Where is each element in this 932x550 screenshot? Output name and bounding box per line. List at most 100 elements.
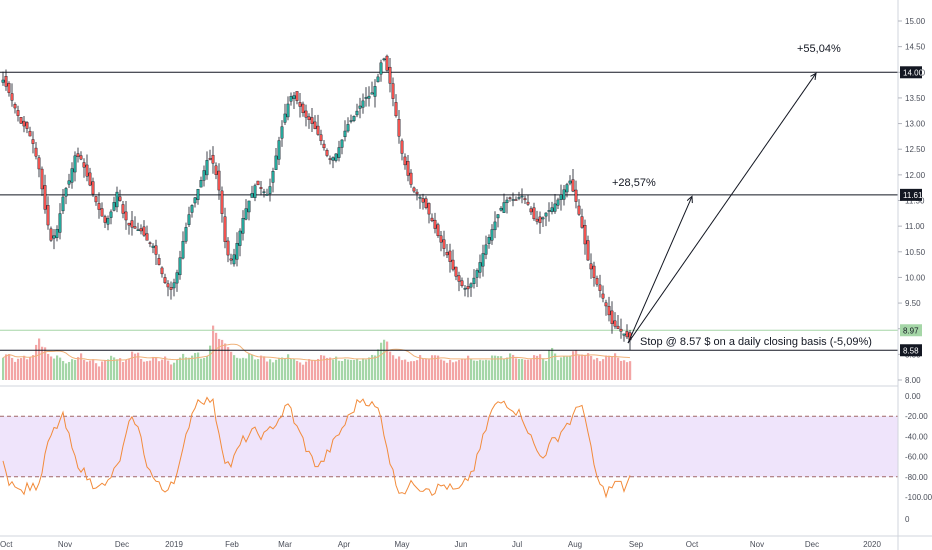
volume-bar	[287, 354, 290, 380]
candle-body	[184, 227, 188, 242]
time-tick-label: 2020	[863, 540, 881, 549]
candle-body	[151, 245, 155, 248]
volume-bar	[65, 363, 68, 380]
candle-body	[193, 197, 197, 204]
volume-bar	[194, 352, 197, 380]
volume-bar	[104, 360, 107, 380]
volume-bar	[236, 357, 239, 380]
candle-body	[73, 155, 77, 173]
price-tick-label: 13.50	[905, 94, 926, 103]
candle-body	[514, 199, 518, 201]
candle-body	[481, 253, 485, 267]
time-tick-label: Mar	[278, 540, 292, 549]
candle-body	[532, 207, 536, 220]
volume-bar	[227, 347, 230, 380]
volume-bar	[443, 360, 446, 380]
volume-bar	[47, 353, 50, 380]
volume-bar	[581, 354, 584, 380]
oscillator-tick-label: -60.00	[905, 453, 928, 462]
candle-body	[295, 91, 299, 101]
volume-bar	[446, 362, 449, 380]
time-tick-label: Oct	[0, 540, 13, 549]
candle-body	[625, 331, 629, 338]
candle-body	[340, 139, 344, 148]
candle-body	[388, 66, 392, 84]
candle-body	[130, 220, 134, 228]
candle-body	[154, 245, 158, 255]
volume-bar	[611, 356, 614, 380]
volume-bar	[68, 361, 71, 380]
candle-body	[622, 333, 626, 336]
candle-body	[250, 193, 254, 198]
arrow-target-high	[627, 73, 816, 344]
volume-bar	[389, 351, 392, 380]
volume-bar	[269, 359, 272, 380]
volume-bar	[74, 359, 77, 380]
candle-body	[355, 110, 359, 116]
volume-bar	[11, 357, 14, 380]
candle-body	[391, 83, 395, 99]
volume-bar	[377, 349, 380, 380]
volume-bar	[161, 359, 164, 380]
candle-body	[64, 188, 68, 197]
candle-body	[70, 168, 74, 183]
volume-bar	[311, 360, 314, 380]
candle-body	[178, 257, 182, 276]
volume-bar	[491, 355, 494, 380]
candle-body	[421, 198, 425, 203]
volume-bar	[584, 354, 587, 380]
volume-bar	[338, 360, 341, 380]
candle-body	[199, 180, 203, 188]
volume-bar	[77, 357, 80, 380]
candle-body	[97, 203, 101, 210]
time-tick-label: Sep	[629, 540, 644, 549]
volume-bar	[293, 358, 296, 380]
candle-body	[478, 262, 482, 273]
volume-bar	[218, 338, 221, 380]
volume-bar	[23, 355, 26, 380]
oscillator-tick-label: 0.00	[905, 392, 921, 401]
volume-bar	[179, 357, 182, 380]
time-tick-label: Jul	[512, 540, 522, 549]
volume-bar	[473, 360, 476, 380]
volume-bar	[107, 359, 110, 380]
volume-bar	[29, 357, 32, 380]
volume-bar	[290, 359, 293, 380]
candle-body	[142, 226, 146, 236]
volume-bar	[629, 361, 632, 380]
volume-bar	[245, 358, 248, 380]
target-mid-label: +28,57%	[612, 177, 656, 189]
volume-bar	[461, 358, 464, 380]
volume-bar	[464, 358, 467, 380]
volume-bar	[515, 358, 518, 380]
candle-body	[559, 194, 563, 200]
candle-body	[553, 203, 557, 212]
candle-body	[223, 216, 227, 242]
volume-bar	[509, 353, 512, 380]
candle-body	[379, 62, 383, 75]
volume-bar	[320, 355, 323, 380]
volume-bar	[506, 357, 509, 380]
volume-bar	[101, 361, 104, 380]
volume-bar	[185, 357, 188, 380]
candle-body	[448, 250, 452, 262]
candle-body	[349, 120, 353, 122]
volume-bar	[14, 361, 17, 380]
oscillator-line	[2, 396, 631, 499]
volume-bar	[557, 360, 560, 380]
candle-body	[493, 221, 497, 231]
candle-body	[574, 189, 578, 202]
volume-bar	[314, 360, 317, 380]
candle-body	[55, 229, 59, 238]
candle-body	[463, 288, 467, 290]
volume-bar	[386, 341, 389, 380]
candle-body	[289, 96, 293, 102]
volume-bar	[593, 359, 596, 380]
volume-bar	[485, 359, 488, 380]
candle-body	[169, 287, 173, 290]
volume-bar	[458, 359, 461, 380]
candle-body	[415, 191, 419, 194]
time-tick-label: Apr	[338, 540, 351, 549]
candle-body	[523, 198, 527, 201]
candle-body	[187, 214, 191, 225]
